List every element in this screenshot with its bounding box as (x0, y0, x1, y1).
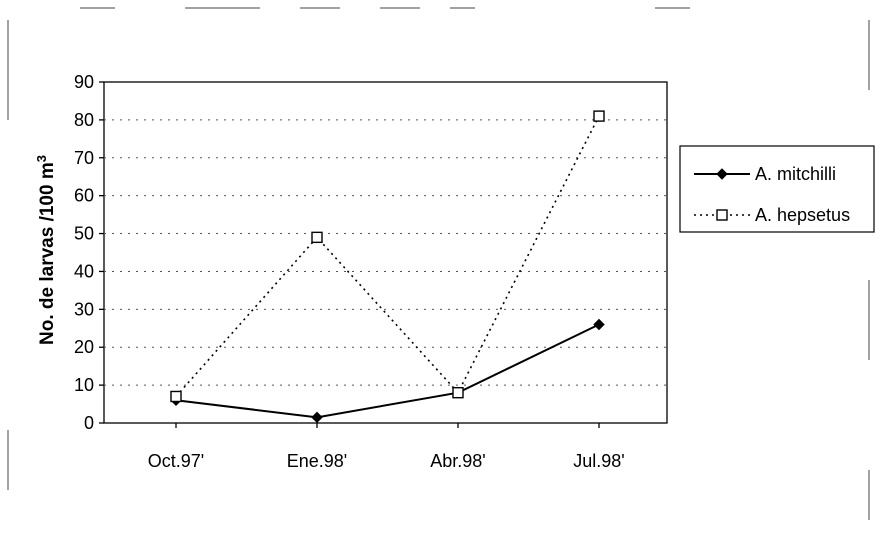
x-tick-label: Oct.97' (148, 451, 204, 471)
data-point (170, 390, 182, 403)
x-tick-label: Ene.98' (287, 451, 348, 471)
y-tick-label: 40 (74, 261, 94, 281)
series-1 (170, 318, 605, 424)
x-tick-label: Jul.98' (573, 451, 624, 471)
legend: A. mitchilli A. hepsetus (679, 145, 875, 233)
axes: 0 10 20 30 40 50 60 70 80 90 Oct.97' Ene.98' Abr.98'… (74, 72, 625, 471)
legend-box (679, 145, 875, 233)
scan-border (7, 7, 870, 520)
gridlines (104, 119, 667, 386)
y-axis-label: No. de larvas /100 m3 (34, 155, 58, 345)
series-line (175, 323, 600, 419)
plot-area (103, 81, 668, 424)
legend-marker (716, 168, 728, 180)
y-tick-label: 30 (74, 299, 94, 319)
series-line (175, 115, 600, 398)
x-tick-label: Abr.98' (430, 451, 485, 471)
data-point (311, 411, 323, 424)
series-2 (170, 110, 605, 403)
legend-label: A. hepsetus (755, 205, 850, 225)
y-tick-label: 80 (74, 110, 94, 130)
data-point (593, 318, 605, 331)
y-tick-label: 0 (84, 413, 94, 433)
data-point (593, 110, 605, 122)
data-point (452, 386, 464, 399)
y-tick-label: 70 (74, 148, 94, 168)
series (170, 110, 605, 424)
y-tick-label: 90 (74, 72, 94, 92)
y-tick-label: 10 (74, 375, 94, 395)
legend-marker (716, 209, 728, 221)
y-tick-label: 50 (74, 224, 94, 244)
y-tick-label: 20 (74, 337, 94, 357)
y-tick-label: 60 (74, 186, 94, 206)
data-point (311, 231, 323, 244)
legend-label: A. mitchilli (755, 164, 836, 184)
